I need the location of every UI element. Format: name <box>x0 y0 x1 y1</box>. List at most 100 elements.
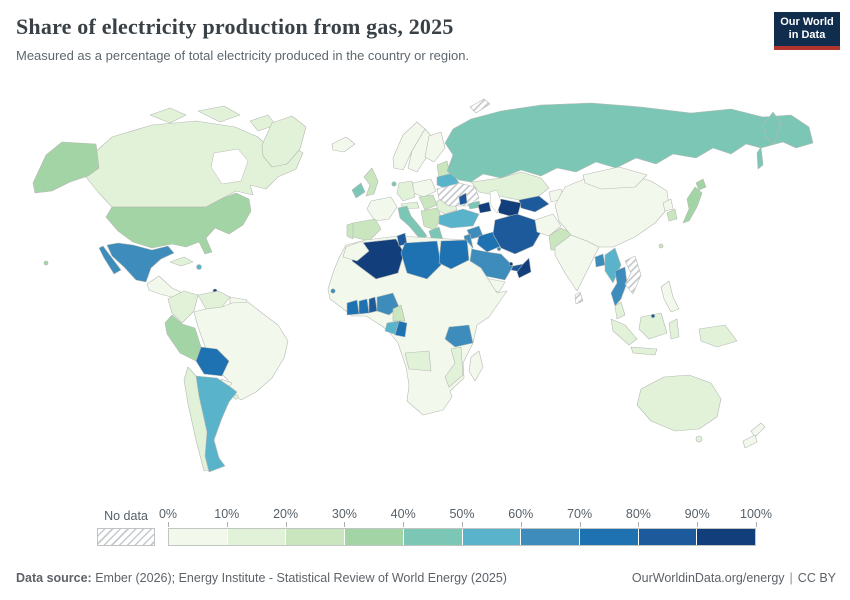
region-sulawesi[interactable] <box>668 318 680 340</box>
region-russia[interactable] <box>444 102 814 183</box>
legend-cell-50-60%[interactable] <box>462 529 522 545</box>
region-bolivia[interactable] <box>195 346 230 377</box>
region-central-america[interactable] <box>146 275 182 299</box>
region-central-europe[interactable] <box>418 194 438 211</box>
legend-no-data-swatch[interactable] <box>97 528 155 546</box>
region-hokkaido[interactable] <box>695 178 707 191</box>
region-borneo[interactable] <box>638 312 668 340</box>
region-philippines[interactable] <box>660 280 680 313</box>
region-tanzania[interactable] <box>444 324 474 348</box>
region-bangladesh[interactable] <box>594 253 606 268</box>
region-netherlands[interactable] <box>391 181 397 187</box>
region-papua-new-guinea[interactable] <box>698 324 738 348</box>
region-laos-vietnam[interactable] <box>624 255 642 295</box>
region-kazakhstan[interactable] <box>470 171 550 201</box>
region-uzbekistan[interactable] <box>518 195 550 213</box>
region-cuba[interactable] <box>169 256 194 267</box>
region-north-korea[interactable] <box>662 198 674 212</box>
region-colombia[interactable] <box>167 290 199 324</box>
region-cote-divoire[interactable] <box>346 299 360 316</box>
region-taiwan[interactable] <box>658 243 664 249</box>
region-spain[interactable] <box>348 218 382 242</box>
legend-cell-10-20%[interactable] <box>227 529 287 545</box>
region-madagascar[interactable] <box>468 350 484 382</box>
region-morocco[interactable] <box>342 240 370 262</box>
region-tasmania[interactable] <box>695 435 703 443</box>
region-iran[interactable] <box>492 213 542 255</box>
region-novaya-zemlya[interactable] <box>469 98 491 114</box>
region-mozambique[interactable] <box>444 346 464 388</box>
region-alaska[interactable] <box>32 141 100 194</box>
region-uruguay[interactable] <box>233 394 239 400</box>
region-iceland[interactable] <box>331 136 356 153</box>
region-hawaii[interactable] <box>43 260 49 266</box>
region-moldova[interactable] <box>458 192 468 206</box>
legend-cell-80-90%[interactable] <box>638 529 698 545</box>
region-sri-lanka[interactable] <box>574 291 584 305</box>
legend-cell-0-10%[interactable] <box>169 529 228 545</box>
license-link[interactable]: CC BY <box>797 571 836 585</box>
region-oman[interactable] <box>516 257 532 279</box>
region-senegal[interactable] <box>330 288 336 294</box>
legend-color-bar <box>168 528 756 546</box>
region-cameroon[interactable] <box>392 304 406 322</box>
region-poland[interactable] <box>412 178 437 198</box>
region-united-states[interactable] <box>105 192 252 255</box>
region-germany[interactable] <box>396 180 416 202</box>
legend-cell-90-100%[interactable] <box>697 529 756 545</box>
region-kamchatka[interactable] <box>762 111 782 145</box>
region-italy[interactable] <box>397 205 428 241</box>
region-angola[interactable] <box>404 350 432 372</box>
region-kuwait[interactable] <box>496 246 502 252</box>
region-new-zealand-south[interactable] <box>742 434 758 449</box>
region-greenland[interactable] <box>261 115 307 168</box>
region-dominican-republic[interactable] <box>196 264 202 270</box>
owid-url-link[interactable]: OurWorldinData.org/energy <box>631 571 785 585</box>
owid-logo[interactable]: Our World in Data <box>774 12 840 50</box>
region-balkans[interactable] <box>420 207 443 231</box>
region-canada[interactable] <box>85 120 304 208</box>
region-france[interactable] <box>366 196 398 222</box>
region-baja-california[interactable] <box>98 245 122 275</box>
region-ghana[interactable] <box>358 298 370 315</box>
region-canada-arctic-1[interactable] <box>149 107 187 124</box>
region-mongolia[interactable] <box>582 166 648 190</box>
legend-cell-40-50%[interactable] <box>403 529 463 545</box>
region-sweden[interactable] <box>407 128 434 173</box>
region-japan[interactable] <box>682 186 703 224</box>
region-ireland[interactable] <box>351 182 366 199</box>
region-ukraine[interactable] <box>436 182 480 207</box>
data-source-label: Data source: <box>16 571 92 585</box>
legend-cell-30-40%[interactable] <box>345 529 404 545</box>
region-argentina[interactable] <box>195 375 238 473</box>
legend-cell-20-30%[interactable] <box>286 529 346 545</box>
legend-cell-60-70%[interactable] <box>521 529 580 545</box>
region-finland[interactable] <box>424 131 446 163</box>
region-turkey[interactable] <box>438 208 480 229</box>
region-sumatra[interactable] <box>610 318 638 346</box>
region-afghanistan[interactable] <box>534 213 562 237</box>
legend-tickmark <box>285 522 287 527</box>
legend-cell-70-80%[interactable] <box>579 529 639 545</box>
region-sakhalin[interactable] <box>756 146 764 170</box>
region-thailand[interactable] <box>610 266 628 307</box>
region-south-korea[interactable] <box>666 208 678 222</box>
region-mexico[interactable] <box>106 242 175 283</box>
region-australia[interactable] <box>636 374 722 432</box>
region-libya[interactable] <box>400 240 442 280</box>
region-canada-arctic-2[interactable] <box>197 105 241 123</box>
region-java[interactable] <box>630 346 658 356</box>
region-new-zealand-north[interactable] <box>750 422 766 438</box>
region-united-kingdom[interactable] <box>363 167 379 197</box>
legend-color-scale: 0% 10% 20% 30% 40% 50% 60% 70% 80% 90% 100% <box>159 507 772 546</box>
region-malaysia[interactable] <box>614 301 626 320</box>
region-venezuela[interactable] <box>197 290 231 310</box>
region-brunei[interactable] <box>650 313 656 319</box>
region-qatar[interactable] <box>508 261 514 267</box>
region-azerbaijan[interactable] <box>477 201 492 214</box>
region-brazil[interactable] <box>193 301 289 401</box>
region-portugal[interactable] <box>346 222 354 240</box>
region-egypt[interactable] <box>438 239 470 270</box>
region-republic-of-congo[interactable] <box>394 320 408 338</box>
